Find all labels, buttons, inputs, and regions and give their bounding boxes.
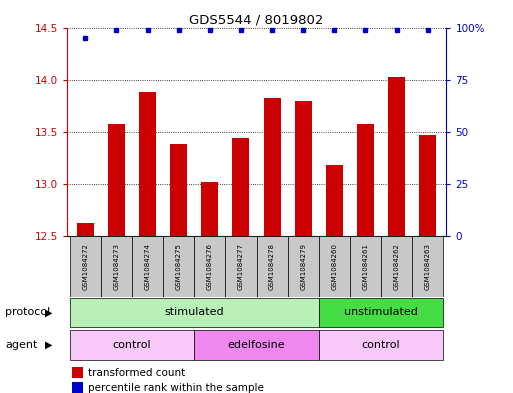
Bar [294, 101, 312, 236]
Bar [288, 236, 319, 297]
Text: ▶: ▶ [45, 307, 52, 318]
Text: GSM1084272: GSM1084272 [83, 243, 88, 290]
Bar [170, 144, 187, 236]
Text: unstimulated: unstimulated [344, 307, 418, 318]
Text: control: control [362, 340, 400, 350]
Text: GSM1084274: GSM1084274 [145, 243, 151, 290]
Text: GSM1084262: GSM1084262 [393, 243, 400, 290]
Bar [108, 124, 125, 236]
Bar [319, 330, 443, 360]
Text: GSM1084260: GSM1084260 [331, 243, 337, 290]
Text: GSM1084273: GSM1084273 [113, 243, 120, 290]
Bar [319, 236, 350, 297]
Text: stimulated: stimulated [165, 307, 224, 318]
Bar [139, 92, 156, 236]
Text: ▶: ▶ [45, 340, 52, 350]
Text: GSM1084263: GSM1084263 [425, 243, 430, 290]
Text: agent: agent [5, 340, 37, 350]
Bar [232, 138, 249, 236]
Bar [132, 236, 163, 297]
Bar [419, 135, 436, 236]
Bar [77, 223, 94, 236]
Bar [412, 236, 443, 297]
Text: GSM1084278: GSM1084278 [269, 243, 275, 290]
Bar [225, 236, 256, 297]
Bar [350, 236, 381, 297]
Bar [381, 236, 412, 297]
Text: protocol: protocol [5, 307, 50, 318]
Bar [264, 98, 281, 236]
Bar [70, 330, 194, 360]
Bar [163, 236, 194, 297]
Text: transformed count: transformed count [88, 367, 186, 378]
Text: GSM1084277: GSM1084277 [238, 243, 244, 290]
Text: GSM1084275: GSM1084275 [176, 243, 182, 290]
Text: control: control [113, 340, 151, 350]
Bar [319, 298, 443, 327]
Bar [194, 236, 225, 297]
Bar [201, 182, 219, 236]
Text: GSM1084276: GSM1084276 [207, 243, 213, 290]
Bar [388, 77, 405, 236]
Title: GDS5544 / 8019802: GDS5544 / 8019802 [189, 13, 324, 26]
Bar [194, 330, 319, 360]
Text: GSM1084279: GSM1084279 [300, 243, 306, 290]
Bar [256, 236, 288, 297]
Text: percentile rank within the sample: percentile rank within the sample [88, 383, 264, 393]
Text: edelfosine: edelfosine [228, 340, 285, 350]
Bar [101, 236, 132, 297]
Bar [357, 124, 374, 236]
Text: GSM1084261: GSM1084261 [362, 243, 368, 290]
Bar [70, 236, 101, 297]
Bar [70, 298, 319, 327]
Bar [326, 165, 343, 236]
